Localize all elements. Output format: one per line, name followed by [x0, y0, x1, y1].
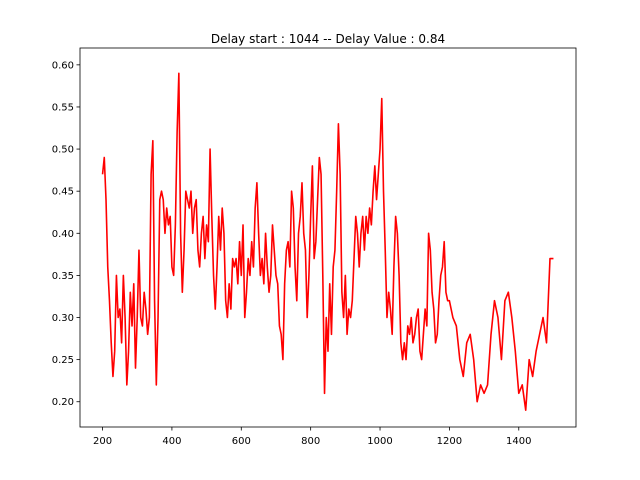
- x-tick-label: 1200: [437, 436, 462, 447]
- y-tick-label: 0.30: [52, 313, 74, 324]
- y-tick-label: 0.40: [52, 229, 74, 240]
- y-tick-label: 0.25: [52, 355, 74, 366]
- x-tick-label: 1400: [506, 436, 531, 447]
- y-tick-label: 0.50: [52, 145, 74, 156]
- x-tick-label: 400: [162, 436, 181, 447]
- x-tick-label: 800: [301, 436, 320, 447]
- x-tick-label: 600: [232, 436, 251, 447]
- x-tick-label: 200: [93, 436, 112, 447]
- plot-frame: [79, 47, 577, 428]
- y-tick-label: 0.55: [52, 102, 74, 113]
- y-tick-label: 0.35: [52, 271, 74, 282]
- data-line: [101, 72, 554, 411]
- y-tick-label: 0.20: [52, 397, 74, 408]
- y-tick-label: 0.45: [52, 187, 74, 198]
- x-tick-label: 1000: [367, 436, 392, 447]
- y-tick-label: 0.60: [52, 60, 74, 71]
- chart-title: Delay start : 1044 -- Delay Value : 0.84: [211, 32, 445, 46]
